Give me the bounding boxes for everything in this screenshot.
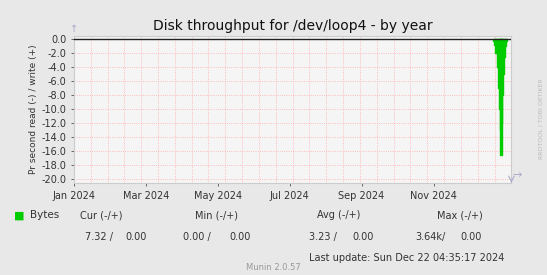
Text: Cur (-/+): Cur (-/+)	[80, 210, 123, 220]
Text: 0.00: 0.00	[230, 232, 251, 242]
Text: RRDTOOL / TOBI OETIKER: RRDTOOL / TOBI OETIKER	[538, 78, 543, 159]
Text: ↑: ↑	[70, 24, 78, 34]
Text: Avg (-/+): Avg (-/+)	[317, 210, 361, 220]
Title: Disk throughput for /dev/loop4 - by year: Disk throughput for /dev/loop4 - by year	[153, 19, 433, 33]
Text: 3.64k/: 3.64k/	[416, 232, 446, 242]
Text: 0.00: 0.00	[126, 232, 147, 242]
Y-axis label: Pr second read (-) / write (+): Pr second read (-) / write (+)	[30, 45, 38, 174]
Text: 7.32 /: 7.32 /	[85, 232, 113, 242]
Text: Munin 2.0.57: Munin 2.0.57	[246, 263, 301, 272]
Text: 0.00: 0.00	[353, 232, 374, 242]
Text: Bytes: Bytes	[30, 210, 59, 220]
Text: Min (-/+): Min (-/+)	[195, 210, 237, 220]
Text: →: →	[513, 170, 522, 180]
Text: Max (-/+): Max (-/+)	[437, 210, 482, 220]
Text: ■: ■	[14, 210, 24, 220]
Text: 0.00: 0.00	[461, 232, 482, 242]
Text: 3.23 /: 3.23 /	[309, 232, 337, 242]
Text: Last update: Sun Dec 22 04:35:17 2024: Last update: Sun Dec 22 04:35:17 2024	[309, 253, 504, 263]
Text: 0.00 /: 0.00 /	[183, 232, 211, 242]
